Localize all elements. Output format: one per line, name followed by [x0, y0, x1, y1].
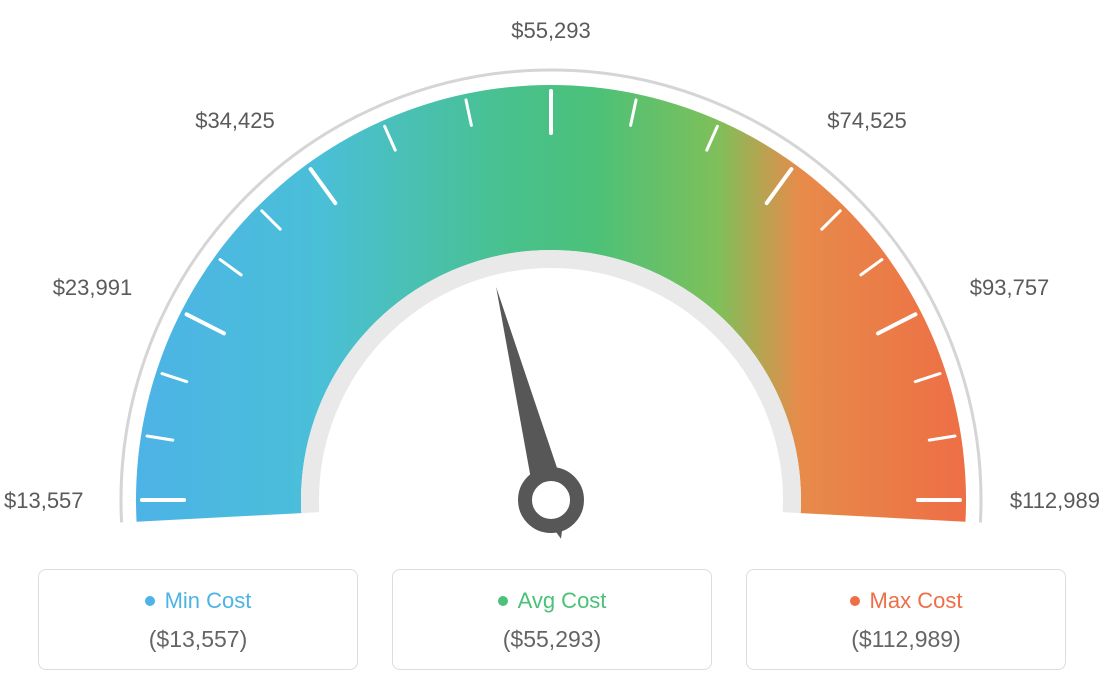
- tick-label: $34,425: [195, 108, 275, 134]
- legend-max: Max Cost ($112,989): [746, 569, 1066, 670]
- cost-gauge-chart: $13,557 $23,991 $34,425 $55,293 $74,525 $93,7…: [0, 0, 1104, 690]
- dot-icon: [145, 596, 155, 606]
- legend-row: Min Cost ($13,557) Avg Cost ($55,293) Ma…: [0, 569, 1104, 670]
- legend-max-title: Max Cost: [757, 588, 1055, 614]
- dot-icon: [498, 596, 508, 606]
- legend-avg-value: ($55,293): [403, 626, 701, 653]
- tick-label: $55,293: [511, 18, 591, 44]
- legend-max-value: ($112,989): [757, 626, 1055, 653]
- tick-label: $13,557: [4, 488, 84, 514]
- tick-label: $74,525: [827, 108, 907, 134]
- dot-icon: [850, 596, 860, 606]
- gauge-area: $13,557 $23,991 $34,425 $55,293 $74,525 $93,7…: [0, 0, 1104, 550]
- needle-hub: [525, 474, 577, 526]
- tick-label: $23,991: [53, 275, 133, 301]
- legend-avg: Avg Cost ($55,293): [392, 569, 712, 670]
- legend-min-label: Min Cost: [165, 588, 252, 614]
- tick-label: $93,757: [970, 275, 1050, 301]
- legend-min-title: Min Cost: [49, 588, 347, 614]
- legend-min-value: ($13,557): [49, 626, 347, 653]
- legend-avg-label: Avg Cost: [518, 588, 607, 614]
- tick-label: $112,989: [1010, 488, 1100, 514]
- legend-max-label: Max Cost: [870, 588, 963, 614]
- gauge-svg: [0, 0, 1104, 560]
- legend-min: Min Cost ($13,557): [38, 569, 358, 670]
- legend-avg-title: Avg Cost: [403, 588, 701, 614]
